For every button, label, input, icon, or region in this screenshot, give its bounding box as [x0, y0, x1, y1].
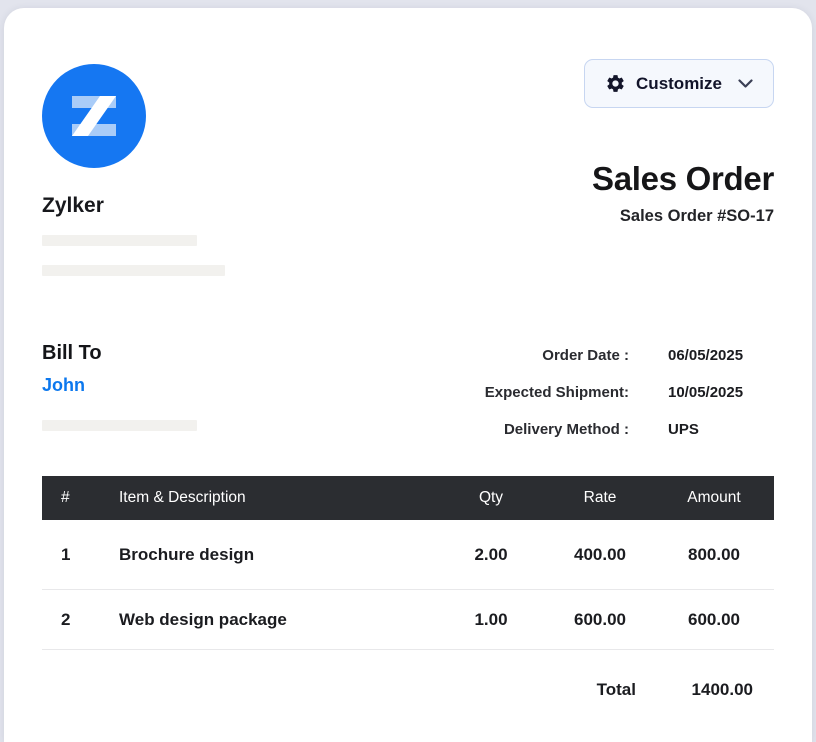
table-row: 1 Brochure design 2.00 400.00 800.00: [42, 520, 774, 590]
chevron-down-icon: [738, 78, 753, 89]
row-amount: 600.00: [688, 609, 740, 629]
company-logo-icon: [42, 64, 146, 168]
placeholder-line: [42, 235, 197, 246]
total-summary: Total 1400.00: [42, 680, 774, 700]
customize-button-label: Customize: [636, 73, 722, 93]
sales-order-preview-card: Zylker Customize Sales Order Sales: [4, 8, 812, 742]
line-items-table: # Item & Description Qty Rate Amount 1 B…: [42, 476, 774, 650]
row-rate: 400.00: [574, 544, 626, 564]
expected-shipment-label: Expected Shipment:: [484, 384, 629, 401]
col-header-index: #: [61, 489, 70, 506]
row-qty: 2.00: [474, 544, 508, 564]
gear-icon: [605, 73, 626, 94]
row-index: 2: [61, 609, 71, 629]
document-title: Sales Order: [592, 160, 774, 197]
placeholder-line: [42, 420, 197, 431]
brand-block: Zylker: [42, 8, 225, 276]
company-name: Zylker: [42, 194, 104, 217]
bill-to-heading: Bill To: [42, 342, 102, 364]
table-header-row: # Item & Description Qty Rate Amount: [42, 476, 774, 520]
row-qty: 1.00: [474, 609, 508, 629]
table-row: 2 Web design package 1.00 600.00 600.00: [42, 590, 774, 650]
customize-button[interactable]: Customize: [584, 59, 774, 108]
col-header-qty: Qty: [478, 489, 504, 506]
col-header-rate: Rate: [583, 489, 617, 506]
row-amount: 800.00: [688, 544, 740, 564]
total-value: 1400.00: [691, 680, 753, 699]
title-block: Customize Sales Order Sales Order #SO-17: [584, 8, 774, 226]
order-date-value: 06/05/2025: [668, 347, 744, 364]
expected-shipment-value: 10/05/2025: [668, 384, 744, 401]
delivery-method-label: Delivery Method :: [503, 421, 629, 438]
order-details: Order Date : 06/05/2025 Expected Shipmen…: [485, 342, 774, 438]
row-index: 1: [61, 544, 71, 564]
row-item-name: Web design package: [119, 609, 287, 629]
order-date-label: Order Date :: [542, 347, 629, 364]
delivery-method-value: UPS: [668, 421, 699, 438]
document-number: Sales Order #SO-17: [619, 207, 774, 225]
bill-to-block: Bill To John: [42, 342, 197, 438]
document-header: Zylker Customize Sales Order Sales: [42, 8, 774, 276]
total-label: Total: [596, 680, 636, 699]
placeholder-line: [42, 265, 225, 276]
col-header-amount: Amount: [687, 489, 741, 506]
billing-section: Bill To John Order Date : 06/05/2025 Exp…: [42, 342, 774, 438]
customer-name-link[interactable]: John: [42, 375, 85, 395]
row-item-name: Brochure design: [119, 544, 255, 564]
col-header-item-description: Item & Description: [119, 489, 246, 506]
row-rate: 600.00: [574, 609, 626, 629]
